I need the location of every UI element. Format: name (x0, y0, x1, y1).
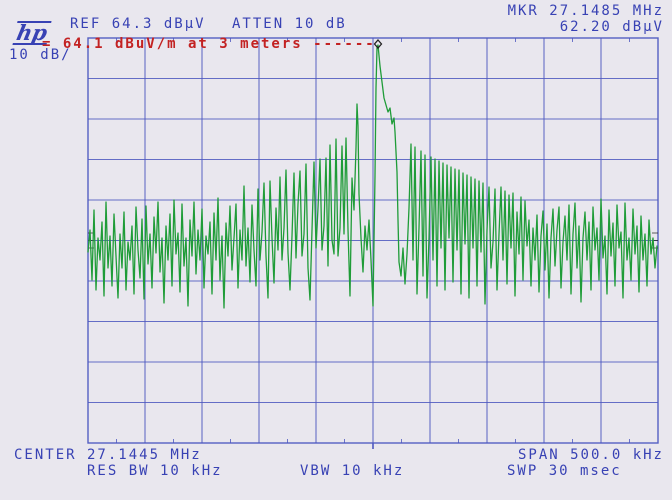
center-frequency-readout: CENTER 27.1445 MHz (14, 447, 202, 463)
marker-diamond-icon (373, 39, 383, 49)
ref-level-readout: REF 64.3 dBµV (70, 16, 206, 32)
field-strength-annotation: = 64.1 dBuV/m at 3 meters ------ (42, 36, 376, 52)
scale-per-div-readout: 10 dB/ (9, 47, 72, 63)
video-bandwidth-readout: VBW 10 kHz (300, 463, 405, 479)
resolution-bandwidth-readout: RES BW 10 kHz (87, 463, 223, 479)
graticule-grid (87, 37, 659, 449)
marker-amplitude-readout: 62.20 dBµV (559, 19, 664, 35)
attenuation-readout: ATTEN 10 dB (232, 16, 347, 32)
spectrum-trace (87, 44, 658, 309)
sweep-time-readout: SWP 30 msec (507, 463, 622, 479)
marker-frequency-readout: MKR 27.1485 MHz (507, 3, 664, 19)
span-readout: SPAN 500.0 kHz (517, 447, 664, 463)
